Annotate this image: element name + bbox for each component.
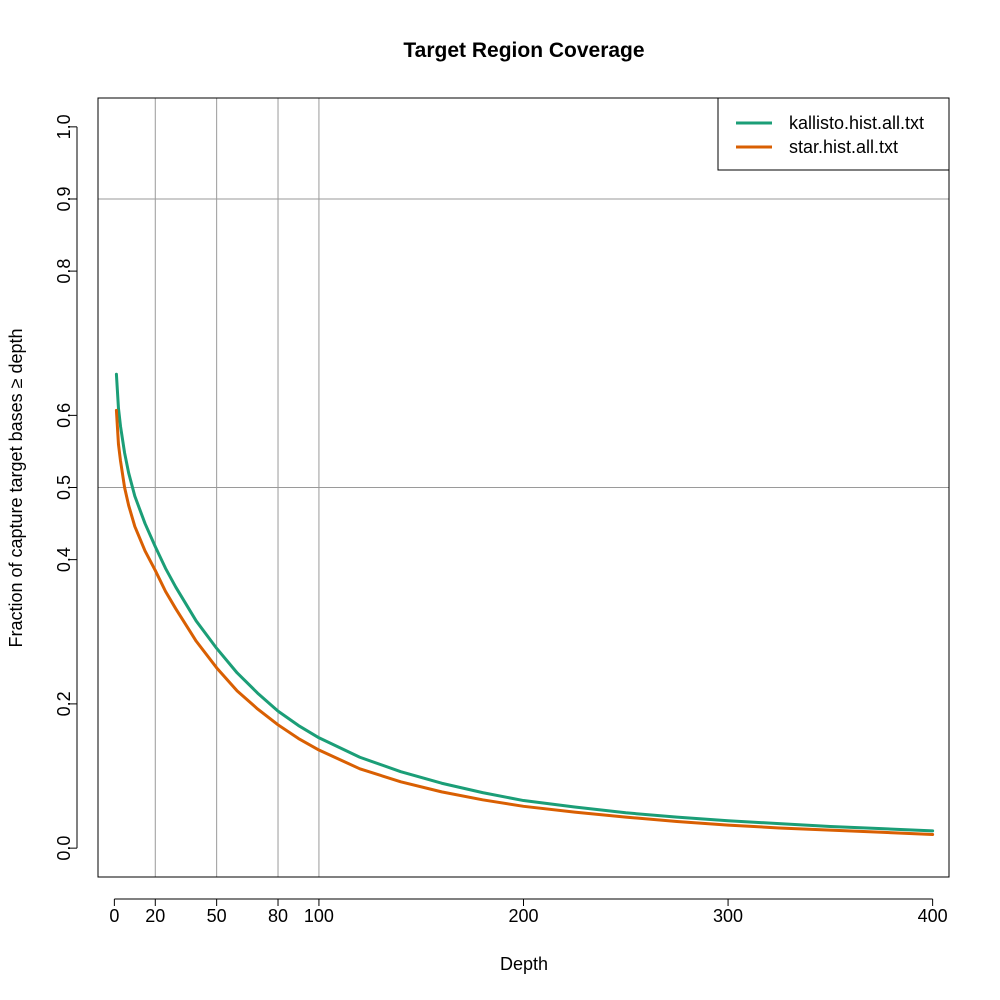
- x-axis-label: Depth: [500, 954, 548, 974]
- series-line-kallisto: [114, 372, 935, 833]
- legend-box: [717, 97, 950, 171]
- y-tick-label: 0.0: [54, 836, 74, 861]
- plot-frame: [97, 97, 950, 878]
- x-tick-label: 20: [145, 906, 165, 926]
- legend: kallisto.hist.all.txt star.hist.all.txt: [717, 97, 950, 171]
- series-lines: [114, 372, 935, 836]
- x-axis: 0 20 50 80 100 200 300 400: [109, 898, 948, 926]
- chart-title: Target Region Coverage: [403, 39, 644, 62]
- y-tick-label: 0.5: [54, 475, 74, 500]
- x-tick-label: 200: [508, 906, 538, 926]
- y-axis-label: Fraction of capture target bases ≥ depth: [6, 328, 26, 647]
- y-tick-label: 0.9: [54, 186, 74, 211]
- x-tick-label: 50: [207, 906, 227, 926]
- y-axis: 0.0 0.2 0.4 0.5 0.6 0.8 0.9 1.0: [54, 114, 78, 861]
- series-line-star: [114, 408, 935, 836]
- x-tick-label: 100: [304, 906, 334, 926]
- x-tick-label: 400: [918, 906, 948, 926]
- x-tick-label: 300: [713, 906, 743, 926]
- y-tick-label: 0.4: [54, 547, 74, 572]
- reference-lines: [98, 98, 949, 877]
- x-tick-label: 0: [109, 906, 119, 926]
- y-tick-label: 1.0: [54, 114, 74, 139]
- legend-label: star.hist.all.txt: [789, 137, 898, 157]
- x-tick-label: 80: [268, 906, 288, 926]
- y-tick-label: 0.2: [54, 691, 74, 716]
- y-tick-label: 0.6: [54, 403, 74, 428]
- legend-label: kallisto.hist.all.txt: [789, 113, 924, 133]
- y-tick-label: 0.8: [54, 259, 74, 284]
